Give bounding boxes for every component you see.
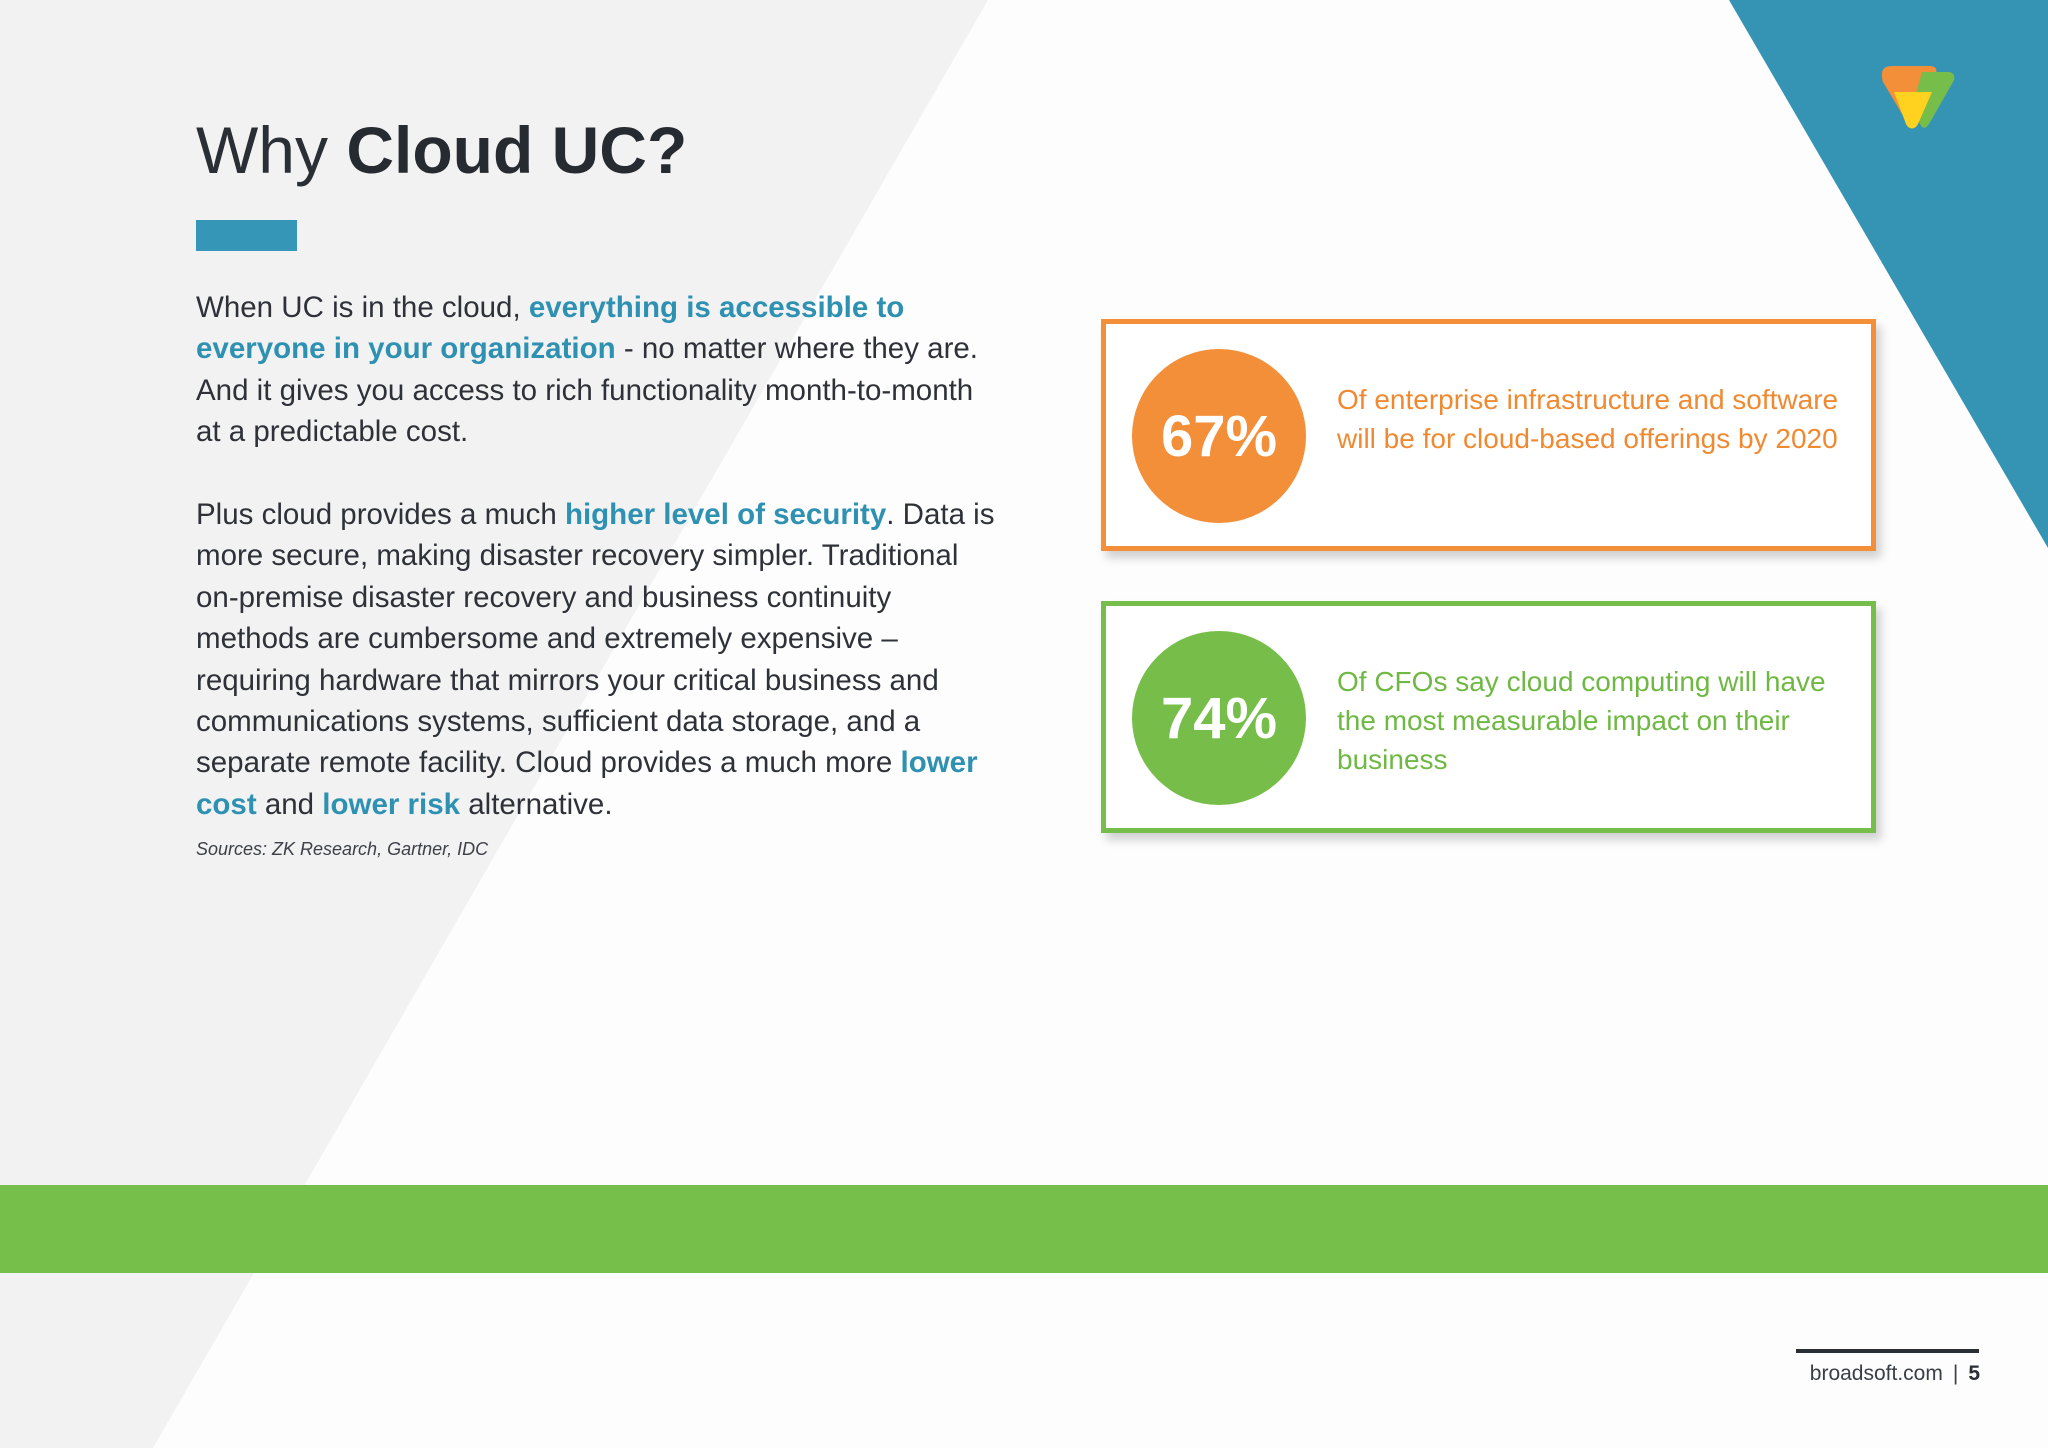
- paragraph-1-text-1: When UC is in the cloud,: [196, 291, 529, 324]
- paragraph-2-highlight-security: higher level of security: [564, 498, 887, 532]
- broadsoft-logo-icon: [1874, 62, 1958, 146]
- footer-rule: [1796, 1349, 1979, 1353]
- stat-card-enterprise: 67% Of enterprise infrastructure and sof…: [1101, 319, 1876, 551]
- sources-note: Sources: ZK Research, Gartner, IDC: [196, 839, 489, 859]
- green-band-divider: [0, 1185, 2048, 1273]
- paragraph-2: Plus cloud provides a much higher level …: [196, 494, 996, 825]
- page-title-prefix: Why: [196, 113, 347, 187]
- body-text: When UC is in the cloud, everything is a…: [196, 287, 996, 825]
- stat-description: Of enterprise infrastructure and softwar…: [1337, 384, 1839, 454]
- paragraph-2-text-1: Plus cloud provides a much: [196, 498, 565, 532]
- stat-description: Of CFOs say cloud computing will have th…: [1337, 666, 1826, 775]
- title-accent-bar: [196, 220, 297, 251]
- paragraph-2-text-2: . Data is more secure, making disaster r…: [196, 498, 995, 780]
- stat-value: 67%: [1160, 403, 1278, 469]
- background-gray-triangle: [0, 0, 988, 1448]
- paragraph-1-text-2: - no matter where they are. And it gives…: [196, 332, 978, 449]
- stat-value: 74%: [1160, 685, 1278, 751]
- corner-teal-triangle: [1729, 0, 2048, 548]
- paragraph-2-highlight-lower-cost: lower cost: [196, 746, 978, 821]
- footer-separator: |: [1952, 1362, 1959, 1385]
- paragraph-2-text-3: and: [256, 787, 323, 821]
- paragraph-2-highlight-lower-risk: lower risk: [322, 787, 461, 821]
- footer: broadsoft.com | 5: [1810, 1362, 1980, 1386]
- page-number: 5: [1968, 1362, 1980, 1385]
- stat-circle-orange: 67%: [1132, 349, 1306, 523]
- page-title-emphasis: Cloud UC?: [346, 113, 688, 187]
- stat-card-cfos: 74% Of CFOs say cloud computing will hav…: [1101, 601, 1876, 833]
- paragraph-2-text-4: alternative.: [460, 787, 613, 821]
- paragraph-1: When UC is in the cloud, everything is a…: [196, 287, 996, 453]
- page-title: Why Cloud UC?: [196, 108, 687, 192]
- footer-site-link[interactable]: broadsoft.com: [1809, 1362, 1943, 1385]
- paragraph-1-highlight: everything is accessible to everyone in …: [196, 291, 905, 366]
- stat-circle-green: 74%: [1132, 631, 1306, 805]
